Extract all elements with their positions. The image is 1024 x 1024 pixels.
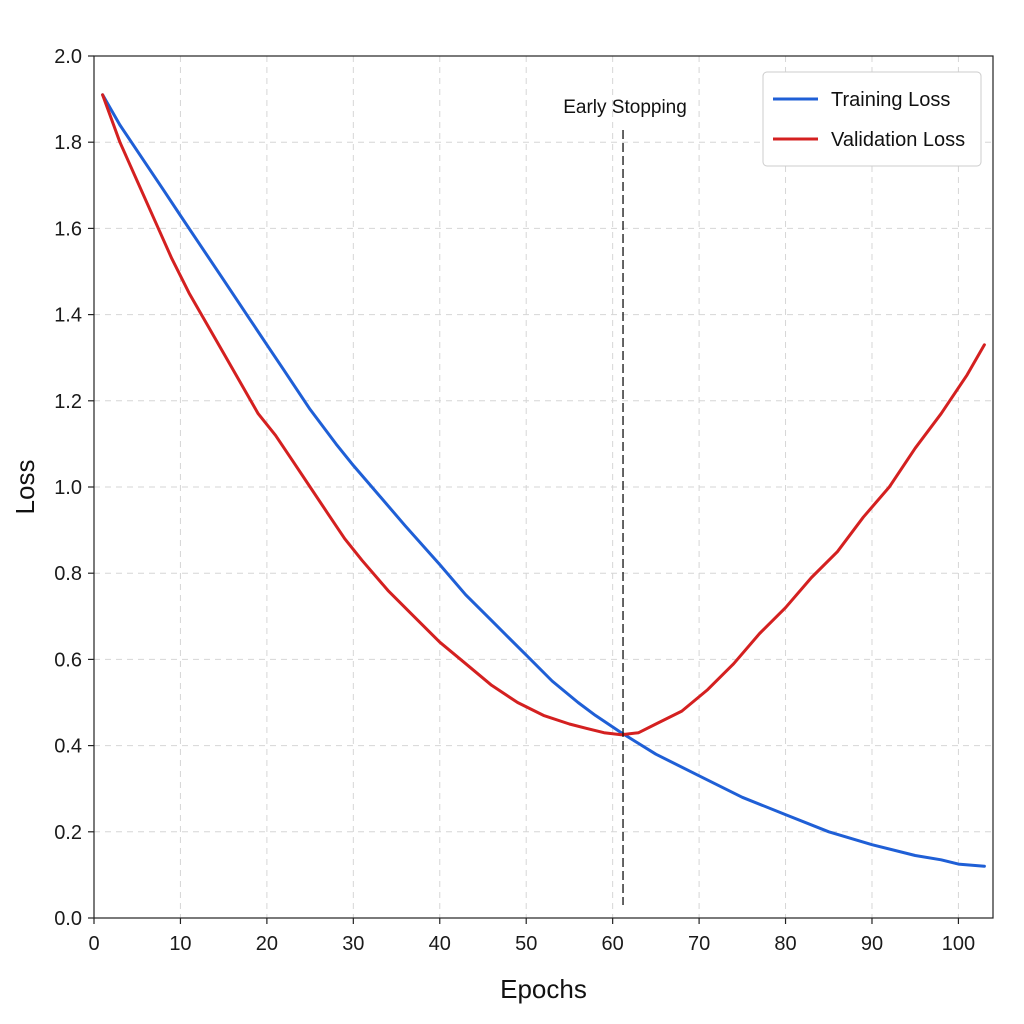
y-tick-label: 0.0 <box>54 908 82 930</box>
y-tick-label: 1.6 <box>54 218 82 240</box>
series-lines <box>101 93 986 868</box>
legend-box <box>762 71 982 167</box>
y-axis-title: Loss <box>10 460 40 515</box>
y-tick-label: 0.8 <box>54 563 82 585</box>
series-line-training-loss <box>101 93 986 868</box>
grid <box>94 56 993 918</box>
x-tick-label: 100 <box>942 933 975 955</box>
annotations: Early Stopping <box>563 97 687 905</box>
y-tick-label: 1.4 <box>54 305 82 327</box>
axis-ticks: 0 10 20 30 40 50 60 70 80 90 100 0.0 0.2 0.4 0.6 0.8 1.0… <box>54 46 975 955</box>
x-tick-label: 70 <box>688 933 710 955</box>
x-tick-label: 80 <box>774 933 796 955</box>
x-tick-label: 0 <box>88 933 99 955</box>
x-tick-label: 40 <box>429 933 451 955</box>
x-tick-label: 10 <box>169 933 191 955</box>
y-tick-label: 0.4 <box>54 736 82 758</box>
x-tick-label: 50 <box>515 933 537 955</box>
x-tick-label: 60 <box>602 933 624 955</box>
x-axis-title: Epochs <box>500 974 587 1004</box>
series-line-validation-loss <box>101 93 986 737</box>
y-tick-label: 1.0 <box>54 477 82 499</box>
y-tick-label: 1.8 <box>54 132 82 154</box>
early-stopping-label: Early Stopping <box>563 97 687 118</box>
legend-label: Training Loss <box>831 89 950 111</box>
x-tick-label: 20 <box>256 933 278 955</box>
x-tick-label: 30 <box>342 933 364 955</box>
legend: Training Loss Validation Loss <box>762 71 982 167</box>
legend-label: Validation Loss <box>831 129 965 151</box>
x-tick-label: 90 <box>861 933 883 955</box>
y-tick-label: 2.0 <box>54 46 82 68</box>
y-tick-label: 1.2 <box>54 391 82 413</box>
y-tick-label: 0.2 <box>54 822 82 844</box>
y-tick-label: 0.6 <box>54 649 82 671</box>
